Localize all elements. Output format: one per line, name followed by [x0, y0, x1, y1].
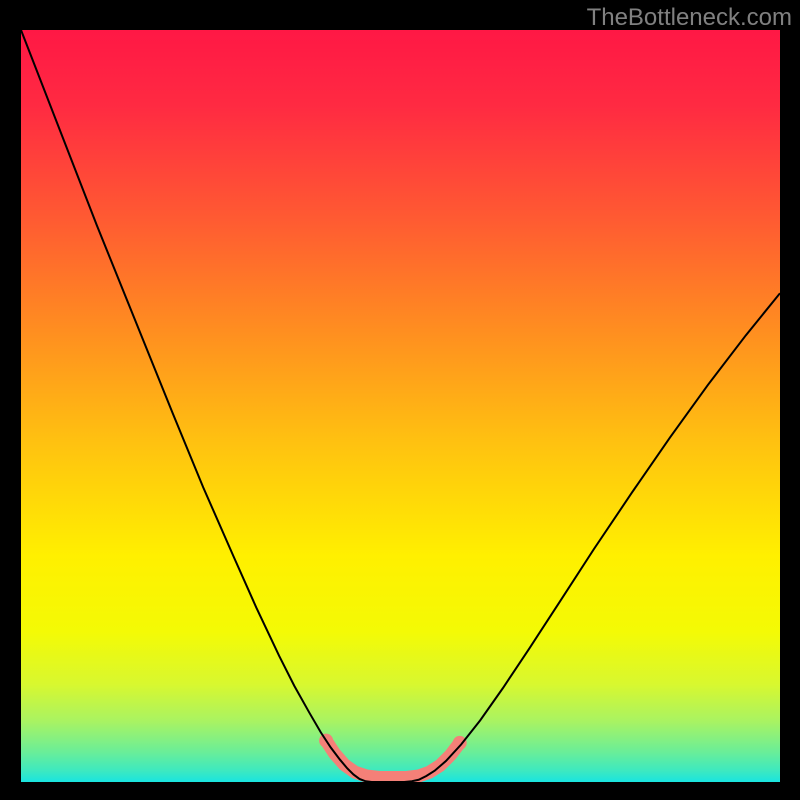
chart-gradient-background [21, 30, 780, 782]
bottleneck-chart [21, 30, 780, 782]
watermark-text: TheBottleneck.com [587, 4, 792, 32]
chart-bump-endpoint-right [453, 736, 467, 750]
